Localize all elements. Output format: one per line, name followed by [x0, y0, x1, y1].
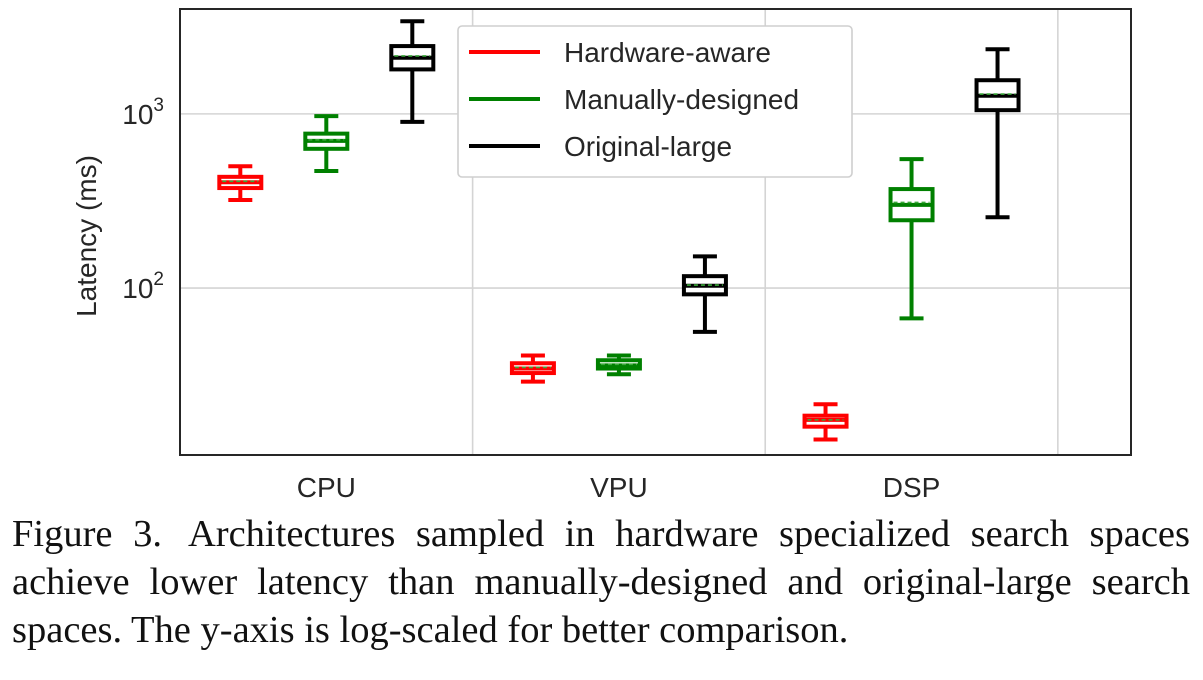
plot-area-frame: [179, 8, 1132, 456]
box-plots: [217, 19, 1021, 442]
y-axis-label: Latency (ms): [71, 155, 102, 317]
y-tick-base: 10: [122, 99, 153, 130]
y-tick-exponent: 2: [153, 269, 164, 290]
legend: Hardware-aware Manually-designed Original-…: [457, 25, 853, 178]
x-tick-labels: CPU VPU DSP: [297, 472, 941, 503]
caption-label: Figure 3.: [12, 513, 162, 555]
box-plot: [802, 402, 849, 442]
box-plot: [303, 114, 350, 173]
box-plot: [681, 254, 728, 334]
legend-label: Hardware-aware: [564, 37, 771, 68]
legend-label: Original-large: [564, 131, 732, 162]
box-plot: [974, 47, 1021, 220]
caption-text: Architectures sampled in hardware specia…: [12, 513, 1190, 651]
y-tick-label: 103: [122, 95, 164, 130]
box-plot: [888, 157, 935, 321]
y-tick-exponent: 3: [153, 95, 164, 116]
legend-box: [457, 25, 853, 178]
figure-caption: Figure 3. Architectures sampled in hardwa…: [12, 510, 1190, 654]
x-tick-label: CPU: [297, 472, 356, 503]
box-plot: [595, 353, 642, 377]
x-tick-label: VPU: [590, 472, 648, 503]
box-plot: [509, 353, 556, 384]
legend-label: Manually-designed: [564, 84, 799, 115]
box-plot: [217, 164, 264, 203]
x-tick-label: DSP: [883, 472, 941, 503]
y-tick-label: 102: [122, 269, 164, 304]
y-tick-base: 10: [122, 273, 153, 304]
box-plot: [389, 19, 436, 124]
